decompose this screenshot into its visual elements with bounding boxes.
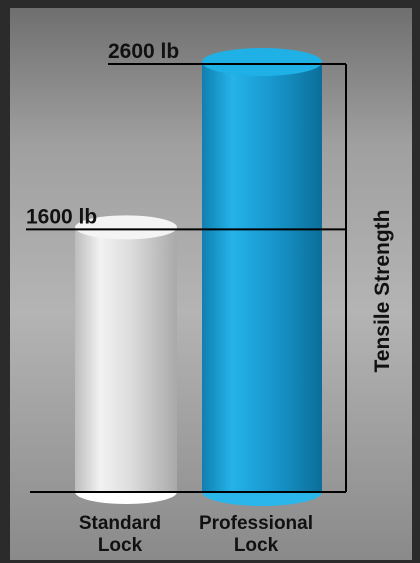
bar-body-professional-lock (202, 62, 322, 492)
value-label-professional-lock: 2600 lb (108, 40, 179, 63)
bar-body-standard-lock (75, 227, 177, 492)
bar-professional-lock (202, 48, 322, 506)
bar-standard-lock (75, 215, 177, 504)
category-label-line: Standard (79, 513, 161, 534)
category-label-line: Professional (199, 513, 313, 534)
category-label-line: Lock (98, 535, 143, 556)
value-label-standard-lock: 1600 lb (26, 205, 97, 228)
category-label-standard-lock: Standard Lock (79, 513, 161, 556)
bar-top-standard-lock (75, 215, 177, 240)
category-label-line: Lock (234, 535, 279, 556)
reference-lines-group: 1600 lb 2600 lb (26, 40, 346, 231)
category-label-professional-lock: Professional Lock (199, 513, 313, 556)
bar-top-professional-lock (202, 48, 322, 76)
y-axis-title: Tensile Strength (371, 210, 394, 373)
